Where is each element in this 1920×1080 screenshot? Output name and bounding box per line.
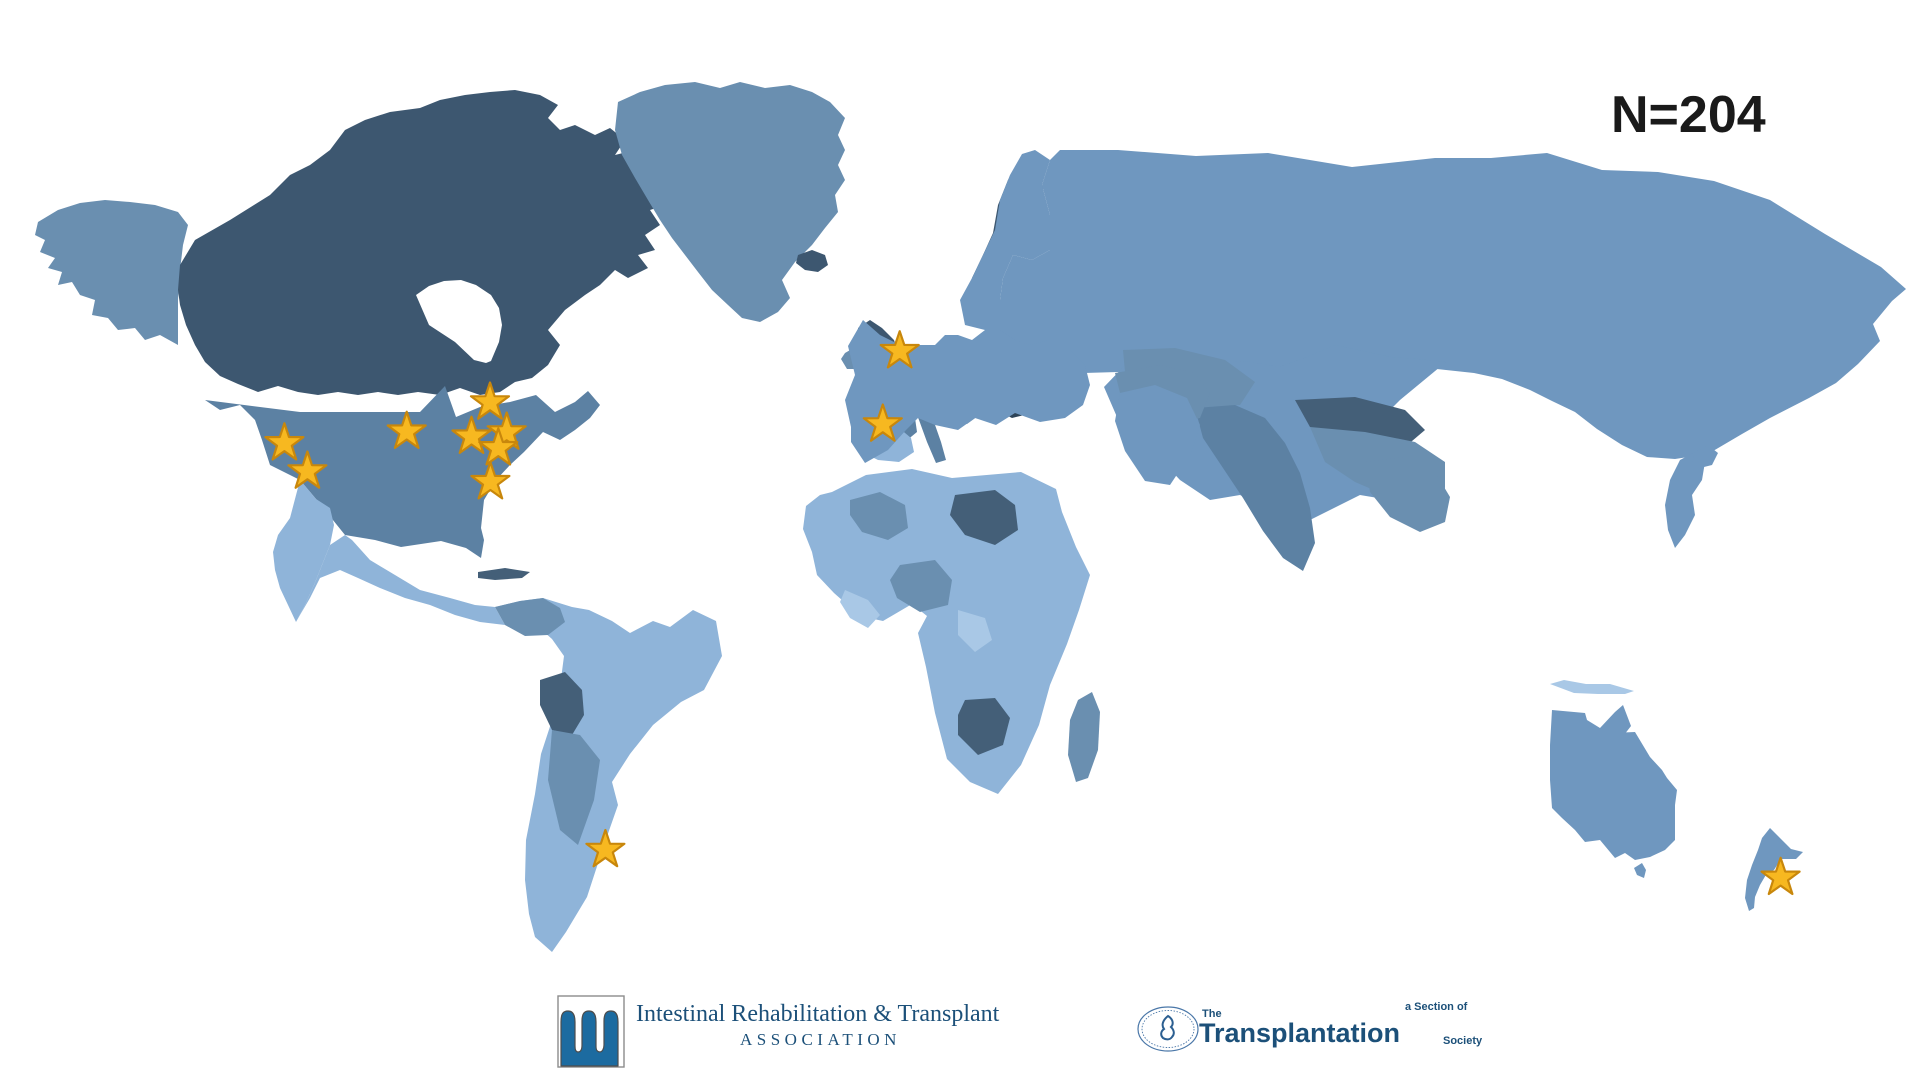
- svg-text:N=204: N=204: [1611, 86, 1766, 144]
- svg-text:a Section of: a Section of: [1405, 1001, 1468, 1013]
- svg-text:Intestinal Rehabilitation & Tr: Intestinal Rehabilitation & Transplant: [636, 1001, 1000, 1027]
- svg-text:Transplantation: Transplantation: [1199, 1018, 1400, 1048]
- svg-text:ASSOCIATION: ASSOCIATION: [740, 1030, 901, 1049]
- svg-text:Society: Society: [1443, 1035, 1483, 1047]
